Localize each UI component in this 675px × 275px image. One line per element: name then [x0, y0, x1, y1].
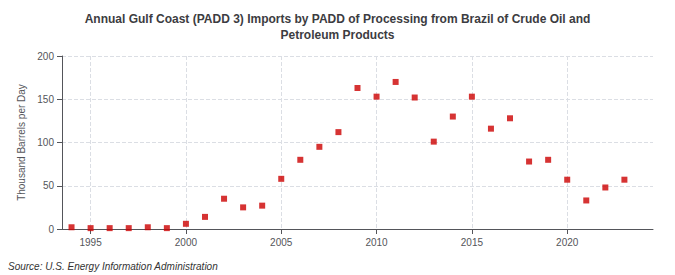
svg-text:2000: 2000 [175, 237, 198, 248]
svg-text:Source: U.S. Energy Informatio: Source: U.S. Energy Information Administ… [8, 261, 218, 272]
svg-text:Thousand Barrels per Day: Thousand Barrels per Day [16, 84, 27, 201]
svg-text:100: 100 [37, 137, 54, 148]
svg-text:50: 50 [43, 180, 55, 191]
svg-text:2020: 2020 [556, 237, 579, 248]
svg-text:2005: 2005 [270, 237, 293, 248]
svg-text:Annual Gulf Coast (PADD 3) Imp: Annual Gulf Coast (PADD 3) Imports by PA… [85, 12, 591, 26]
svg-text:200: 200 [37, 51, 54, 62]
svg-text:2010: 2010 [365, 237, 388, 248]
svg-text:Petroleum Products: Petroleum Products [280, 28, 394, 42]
svg-text:1995: 1995 [79, 237, 102, 248]
svg-text:2015: 2015 [461, 237, 484, 248]
svg-text:150: 150 [37, 94, 54, 105]
svg-text:0: 0 [48, 224, 54, 235]
